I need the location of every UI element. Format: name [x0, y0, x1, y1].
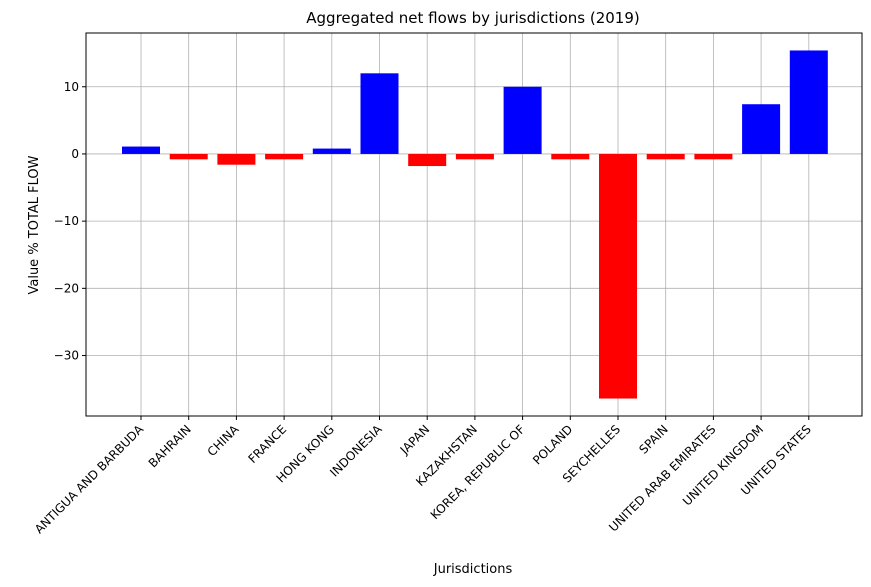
x-tick-label-korea-republic-of: KOREA, REPUBLIC OF — [428, 422, 528, 522]
x-tick-label-antigua-and-barbuda: ANTIGUA AND BARBUDA — [32, 422, 147, 537]
bar-united-arab-emirates — [694, 153, 733, 160]
bar-hong-kong — [312, 148, 351, 154]
bar-antigua-and-barbuda — [122, 146, 160, 154]
bar-indonesia — [360, 73, 399, 154]
y-axis-label: Value % TOTAL FLOW — [27, 155, 42, 294]
bars — [122, 50, 828, 399]
y-axis: −30 −20 −10 0 10 — [54, 80, 86, 363]
bar-korea-republic-of — [503, 86, 542, 154]
bar-japan — [408, 153, 447, 167]
bar-poland — [551, 153, 590, 160]
bar-united-states — [789, 50, 828, 154]
grid-lines — [86, 33, 862, 416]
x-tick-label-japan: JAPAN — [397, 422, 432, 457]
plot-frame — [85, 32, 863, 417]
bar-france — [265, 153, 304, 160]
bar-kazakhstan — [455, 153, 494, 160]
x-tick-label-france: FRANCE — [245, 422, 289, 466]
x-tick-label-united-kingdom: UNITED KINGDOM — [680, 422, 766, 508]
y-tick-label: −20 — [54, 281, 79, 295]
chart-title: Aggregated net flows by jurisdictions (2… — [306, 9, 639, 27]
x-tick-label-poland: POLAND — [530, 422, 575, 467]
y-tick-label: −30 — [54, 349, 79, 363]
bar-china — [217, 153, 256, 165]
x-tick-label-china: CHINA — [205, 422, 242, 459]
bar-bahrain — [169, 153, 208, 160]
x-tick-label-bahrain: BAHRAIN — [146, 422, 194, 470]
bar-seychelles — [599, 153, 637, 399]
bar-united-kingdom — [742, 104, 781, 154]
x-tick-label-indonesia: INDONESIA — [327, 422, 385, 480]
bar-spain — [646, 153, 685, 160]
y-tick-label: 10 — [64, 80, 79, 94]
y-tick-label: 0 — [71, 147, 79, 161]
y-tick-label: −10 — [54, 214, 79, 228]
x-tick-label-spain: SPAIN — [636, 422, 671, 457]
x-axis: ANTIGUA AND BARBUDA BAHRAIN CHINA FRANCEHON… — [32, 416, 814, 536]
x-axis-label: Jurisdictions — [433, 562, 513, 577]
